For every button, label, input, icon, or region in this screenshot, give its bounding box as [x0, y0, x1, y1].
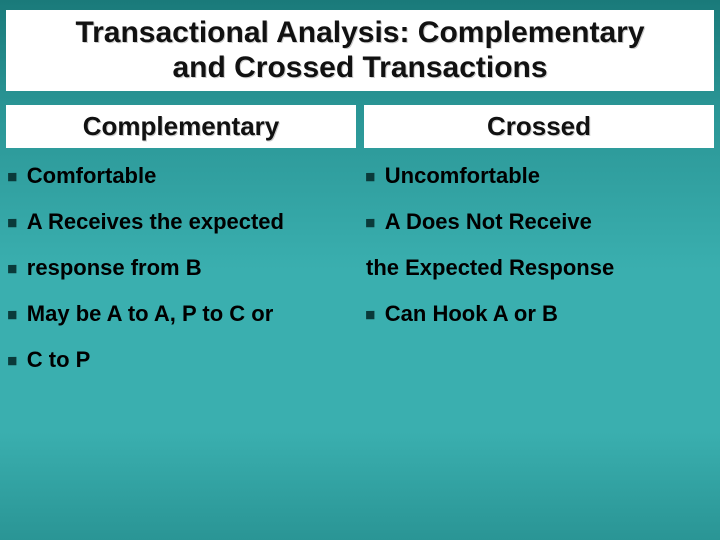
diamond-bullet-icon: ◆	[0, 207, 28, 237]
diamond-bullet-icon: ◆	[356, 298, 386, 328]
content-columns: ◆ Comfortable ◆ A Receives the expected …	[6, 162, 714, 534]
right-column: ◆ Uncomfortable ◆ A Does Not Receive the…	[364, 162, 714, 534]
list-item: ◆ Can Hook A or B	[364, 300, 714, 328]
left-column: ◆ Comfortable ◆ A Receives the expected …	[6, 162, 356, 534]
title-block: Transactional Analysis: Complementary an…	[6, 10, 714, 91]
list-item: ◆ May be A to A, P to C or	[6, 300, 356, 328]
list-item-text: A Receives the expected	[27, 208, 284, 236]
list-item-text: Comfortable	[27, 162, 157, 190]
right-column-header: Crossed	[364, 105, 714, 148]
list-item-text: Uncomfortable	[385, 162, 540, 190]
list-item: ◆ Comfortable	[6, 162, 356, 190]
list-item: ◆ A Does Not Receive	[364, 208, 714, 236]
left-column-header: Complementary	[6, 105, 356, 148]
slide-title: Transactional Analysis: Complementary an…	[46, 16, 674, 85]
right-header-text: Crossed	[374, 111, 704, 142]
list-item-text: C to P	[27, 346, 91, 374]
column-headers-row: Complementary Crossed	[6, 105, 714, 148]
list-item: ◆ C to P	[6, 346, 356, 374]
list-item-text: response from B	[27, 254, 202, 282]
diamond-bullet-icon: ◆	[0, 253, 28, 283]
diamond-bullet-icon: ◆	[0, 161, 28, 191]
diamond-bullet-icon: ◆	[0, 345, 28, 375]
diamond-bullet-icon: ◆	[356, 161, 386, 191]
list-item-text: A Does Not Receive	[385, 208, 592, 236]
slide: Transactional Analysis: Complementary an…	[0, 0, 720, 540]
list-item: ◆ Uncomfortable	[364, 162, 714, 190]
list-item-text: May be A to A, P to C or	[27, 300, 274, 328]
list-item-continuation: the Expected Response	[366, 254, 714, 282]
list-item-text: Can Hook A or B	[385, 300, 558, 328]
left-header-text: Complementary	[16, 111, 346, 142]
list-item: ◆ A Receives the expected	[6, 208, 356, 236]
diamond-bullet-icon: ◆	[0, 299, 28, 329]
diamond-bullet-icon: ◆	[356, 207, 386, 237]
list-item: ◆ response from B	[6, 254, 356, 282]
